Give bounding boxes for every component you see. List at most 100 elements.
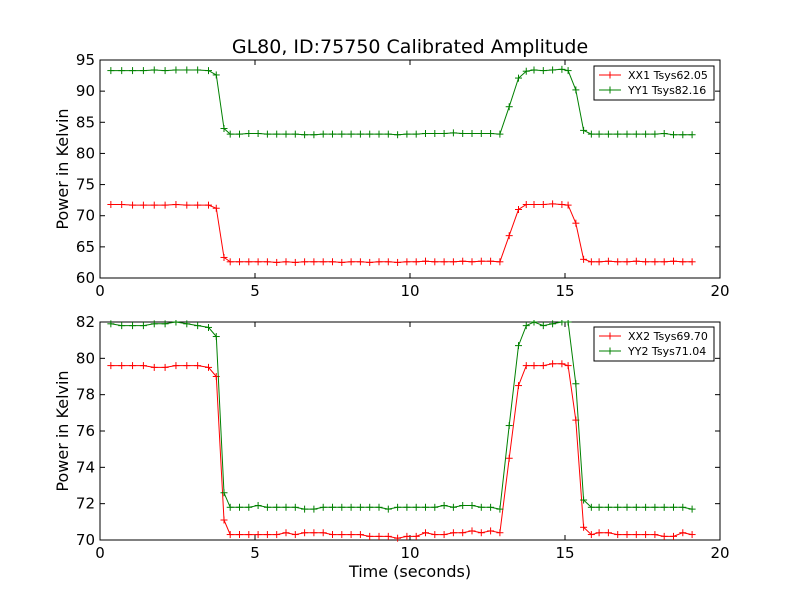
data-point <box>107 362 115 370</box>
data-point <box>468 258 476 266</box>
data-point <box>587 503 595 511</box>
data-point <box>205 363 212 371</box>
data-point <box>394 131 402 139</box>
data-point <box>226 258 234 266</box>
data-point <box>347 503 355 511</box>
data-point <box>129 322 137 330</box>
data-point <box>580 126 588 134</box>
data-point <box>236 531 243 539</box>
data-point <box>530 201 538 209</box>
data-point <box>496 529 504 537</box>
data-point <box>642 531 650 539</box>
data-point <box>477 129 485 137</box>
data-point <box>356 531 364 539</box>
data-point <box>194 362 202 370</box>
data-point <box>245 258 253 266</box>
data-point <box>394 258 402 266</box>
data-point <box>477 503 485 511</box>
data-point <box>688 505 696 513</box>
data-point <box>150 363 158 371</box>
data-point <box>129 362 137 370</box>
series-line <box>110 321 693 510</box>
x-tick-label: 10 <box>400 282 419 300</box>
data-point <box>226 503 234 511</box>
data-point <box>220 489 228 497</box>
data-point <box>487 257 495 265</box>
data-point <box>515 74 522 82</box>
data-point <box>688 131 696 139</box>
y-axis-label: Power in Kelvin <box>53 370 72 491</box>
data-point <box>623 531 631 539</box>
data-point <box>118 362 126 370</box>
data-point <box>632 531 640 539</box>
data-point <box>263 503 271 511</box>
data-point <box>522 201 530 209</box>
data-point <box>679 529 687 537</box>
legend-label: XX1 Tsys62.05 <box>628 69 708 82</box>
data-point <box>366 503 374 511</box>
data-point <box>623 503 631 511</box>
data-point <box>226 531 234 539</box>
data-point <box>319 503 327 511</box>
data-point <box>366 130 374 138</box>
data-point <box>595 130 603 138</box>
legend-label: YY1 Tsys82.16 <box>627 84 706 97</box>
data-point <box>412 503 420 511</box>
data-point <box>205 67 212 75</box>
data-point <box>129 67 137 75</box>
data-point <box>319 258 327 266</box>
data-point <box>431 258 439 266</box>
data-point <box>338 130 346 138</box>
data-point <box>291 130 299 138</box>
data-point <box>301 505 309 513</box>
y-tick-label: 80 <box>76 144 95 162</box>
chart-title: GL80, ID:75750 Calibrated Amplitude <box>232 36 588 58</box>
data-point <box>139 67 147 75</box>
data-point <box>329 503 336 511</box>
data-point <box>670 257 677 265</box>
data-point <box>212 204 220 212</box>
data-point <box>651 531 659 539</box>
data-point <box>172 362 180 370</box>
x-tick-label: 15 <box>555 282 574 300</box>
data-point <box>651 130 659 138</box>
data-point <box>530 320 538 326</box>
y-tick-label: 85 <box>76 113 95 131</box>
data-point <box>172 320 180 326</box>
data-point <box>375 532 383 540</box>
data-point <box>477 529 485 537</box>
data-point <box>459 501 467 509</box>
data-point <box>150 320 158 328</box>
data-point <box>338 258 346 266</box>
x-axis-label: Time (seconds) <box>348 562 471 581</box>
series-line <box>110 203 693 263</box>
data-point <box>412 130 420 138</box>
data-point <box>412 258 420 266</box>
data-point <box>515 205 522 213</box>
y-tick-label: 82 <box>76 313 95 331</box>
data-point <box>245 129 253 137</box>
data-point <box>632 503 640 511</box>
data-point <box>564 362 572 370</box>
data-point <box>564 201 572 209</box>
data-point <box>107 201 115 209</box>
data-point <box>161 320 169 328</box>
data-point <box>150 66 158 74</box>
legend: XX1 Tsys62.05 YY1 Tsys82.16 <box>593 65 715 101</box>
data-point <box>194 201 202 209</box>
data-point <box>595 258 603 266</box>
x-tick-label: 0 <box>95 282 105 300</box>
data-point <box>254 501 262 509</box>
data-point <box>572 380 580 388</box>
y-tick-label: 74 <box>76 458 95 476</box>
data-point <box>263 531 271 539</box>
data-point <box>632 130 640 138</box>
x-tick-label: 20 <box>710 544 729 562</box>
data-point <box>118 67 126 75</box>
x-tick-label: 5 <box>250 544 260 562</box>
data-point <box>604 257 612 265</box>
series-line <box>110 363 693 539</box>
data-point <box>595 529 603 537</box>
